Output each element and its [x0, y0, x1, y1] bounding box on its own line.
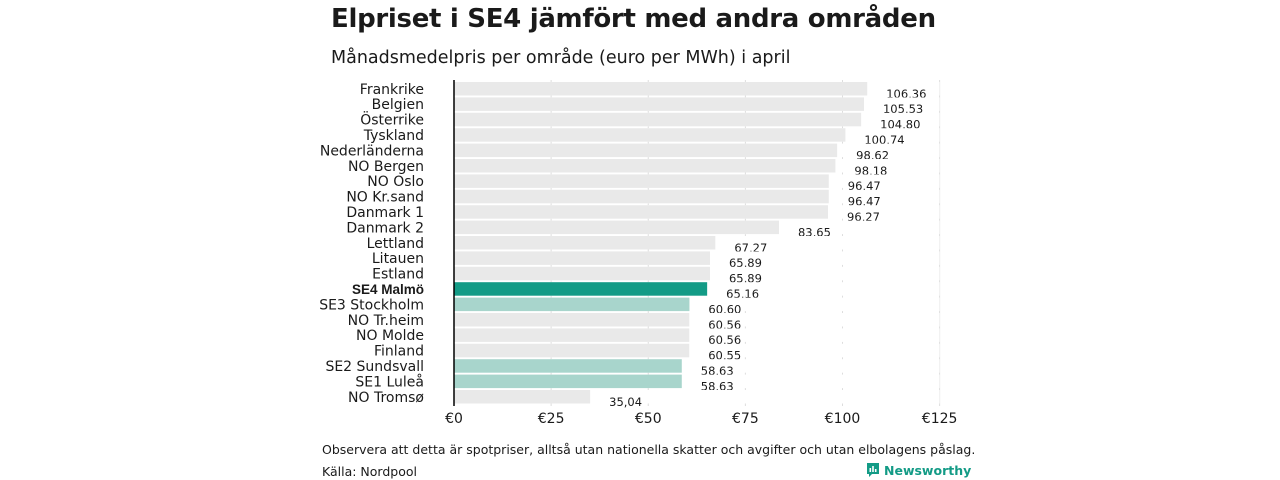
- category-label: Österrike: [360, 111, 424, 129]
- category-label: Litauen: [372, 251, 424, 267]
- x-tick-label: €50: [635, 411, 662, 427]
- bar: [454, 159, 836, 173]
- bar: [454, 205, 829, 219]
- x-tick-label: €75: [732, 411, 759, 427]
- bar: [454, 313, 690, 327]
- bar: [454, 343, 690, 358]
- category-label: Nederländerna: [320, 143, 424, 159]
- footnote: Observera att detta är spotpriser, allts…: [322, 442, 976, 457]
- category-label: Finland: [374, 344, 424, 360]
- value-label: 83,65: [798, 225, 831, 239]
- category-label: Frankrike: [360, 82, 424, 98]
- value-label: 58,63: [701, 364, 734, 378]
- category-label: NO Tromsø: [348, 390, 424, 406]
- bar: [454, 297, 690, 312]
- value-label: 65,16: [726, 287, 759, 301]
- category-label: NO Tr.heim: [348, 313, 424, 329]
- bar: [454, 82, 868, 96]
- value-label: 106,36: [886, 87, 926, 101]
- bar: [454, 128, 846, 142]
- category-label: NO Molde: [356, 328, 424, 344]
- bar: [454, 328, 690, 342]
- category-label: Tyskland: [363, 128, 424, 144]
- bar: [454, 282, 708, 296]
- value-label: 35,04: [609, 395, 642, 409]
- category-label: NO Oslo: [367, 174, 424, 190]
- value-label: 98,62: [856, 148, 889, 162]
- bar: [454, 236, 716, 250]
- category-label: SE2 Sundsvall: [325, 359, 424, 375]
- bar: [454, 189, 829, 204]
- value-label: 96,47: [848, 179, 881, 193]
- brand-logo[interactable]: Newsworthy: [866, 462, 971, 478]
- x-tick-label: €100: [825, 411, 861, 427]
- category-label: Belgien: [372, 97, 424, 113]
- category-label: SE1 Luleå: [355, 373, 424, 390]
- bar: [454, 251, 710, 265]
- value-label: 60,56: [708, 333, 741, 347]
- bar: [454, 174, 829, 188]
- chart-title: Elpriset i SE4 jämfört med andra områden: [331, 4, 936, 34]
- bar: [454, 97, 864, 111]
- category-label: NO Kr.sand: [346, 190, 424, 206]
- bar-chart: Frankrike 106,36 Belgien 105,53 Österrike 104…: [319, 80, 958, 427]
- bar: [454, 143, 838, 158]
- bar: [454, 390, 591, 404]
- source-credit: Källa: Nordpool: [322, 464, 417, 479]
- brand-name: Newsworthy: [884, 462, 972, 478]
- value-label: 96,47: [848, 195, 881, 209]
- category-label: Danmark 1: [346, 205, 424, 221]
- chart-subtitle: Månadsmedelpris per område (euro per MWh…: [331, 48, 791, 68]
- bar: [454, 220, 779, 235]
- value-label: 96,27: [847, 210, 880, 224]
- category-label: Estland: [372, 267, 424, 283]
- value-label: 100,74: [864, 133, 904, 147]
- value-label: 104,80: [880, 118, 920, 132]
- x-tick-label: €0: [445, 411, 463, 427]
- value-label: 105,53: [883, 102, 923, 116]
- category-label: Danmark 2: [346, 220, 424, 236]
- value-label: 98,18: [854, 164, 887, 178]
- category-label: Lettland: [367, 236, 424, 252]
- newsworthy-logo-icon: [867, 463, 879, 477]
- bar: [454, 359, 682, 373]
- value-label: 60,60: [708, 302, 741, 316]
- value-label: 65,89: [729, 272, 762, 286]
- value-label: 58,63: [701, 379, 734, 393]
- category-label: SE4 Malmö: [352, 282, 424, 297]
- bar: [454, 374, 682, 389]
- value-label: 60,56: [708, 318, 741, 332]
- x-tick-label: €25: [538, 411, 565, 427]
- value-label: 65,89: [729, 256, 762, 270]
- category-label: SE3 Stockholm: [319, 297, 424, 313]
- x-tick-label: €125: [922, 411, 958, 427]
- value-label: 67,27: [734, 241, 767, 255]
- bar: [454, 112, 862, 127]
- category-label: NO Bergen: [348, 159, 424, 175]
- bar: [454, 266, 710, 281]
- value-label: 60,55: [708, 349, 741, 363]
